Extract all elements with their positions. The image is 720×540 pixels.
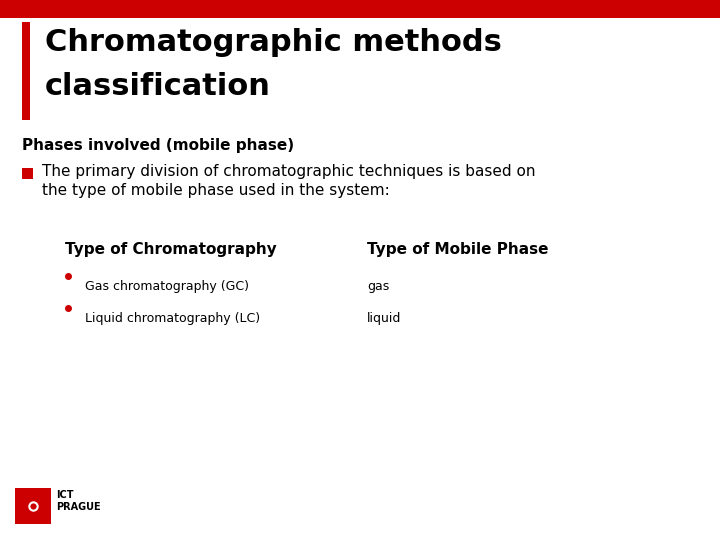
Bar — [22, 168, 33, 179]
Bar — [15, 488, 51, 524]
Text: classification: classification — [45, 72, 271, 101]
Text: liquid: liquid — [367, 312, 402, 325]
Text: The primary division of chromatographic techniques is based on: The primary division of chromatographic … — [42, 164, 536, 179]
Text: the type of mobile phase used in the system:: the type of mobile phase used in the sys… — [42, 183, 390, 198]
Bar — [0, 0, 720, 18]
Text: Type of Chromatography: Type of Chromatography — [65, 242, 276, 257]
Text: gas: gas — [367, 280, 390, 293]
Bar — [22, 22, 30, 120]
Text: Gas chromatography (GC): Gas chromatography (GC) — [85, 280, 249, 293]
Text: Liquid chromatography (LC): Liquid chromatography (LC) — [85, 312, 260, 325]
Text: Type of Mobile Phase: Type of Mobile Phase — [367, 242, 549, 257]
Text: Chromatographic methods: Chromatographic methods — [45, 28, 502, 57]
Text: ICT
PRAGUE: ICT PRAGUE — [56, 490, 101, 511]
Text: Phases involved (mobile phase): Phases involved (mobile phase) — [22, 138, 294, 153]
